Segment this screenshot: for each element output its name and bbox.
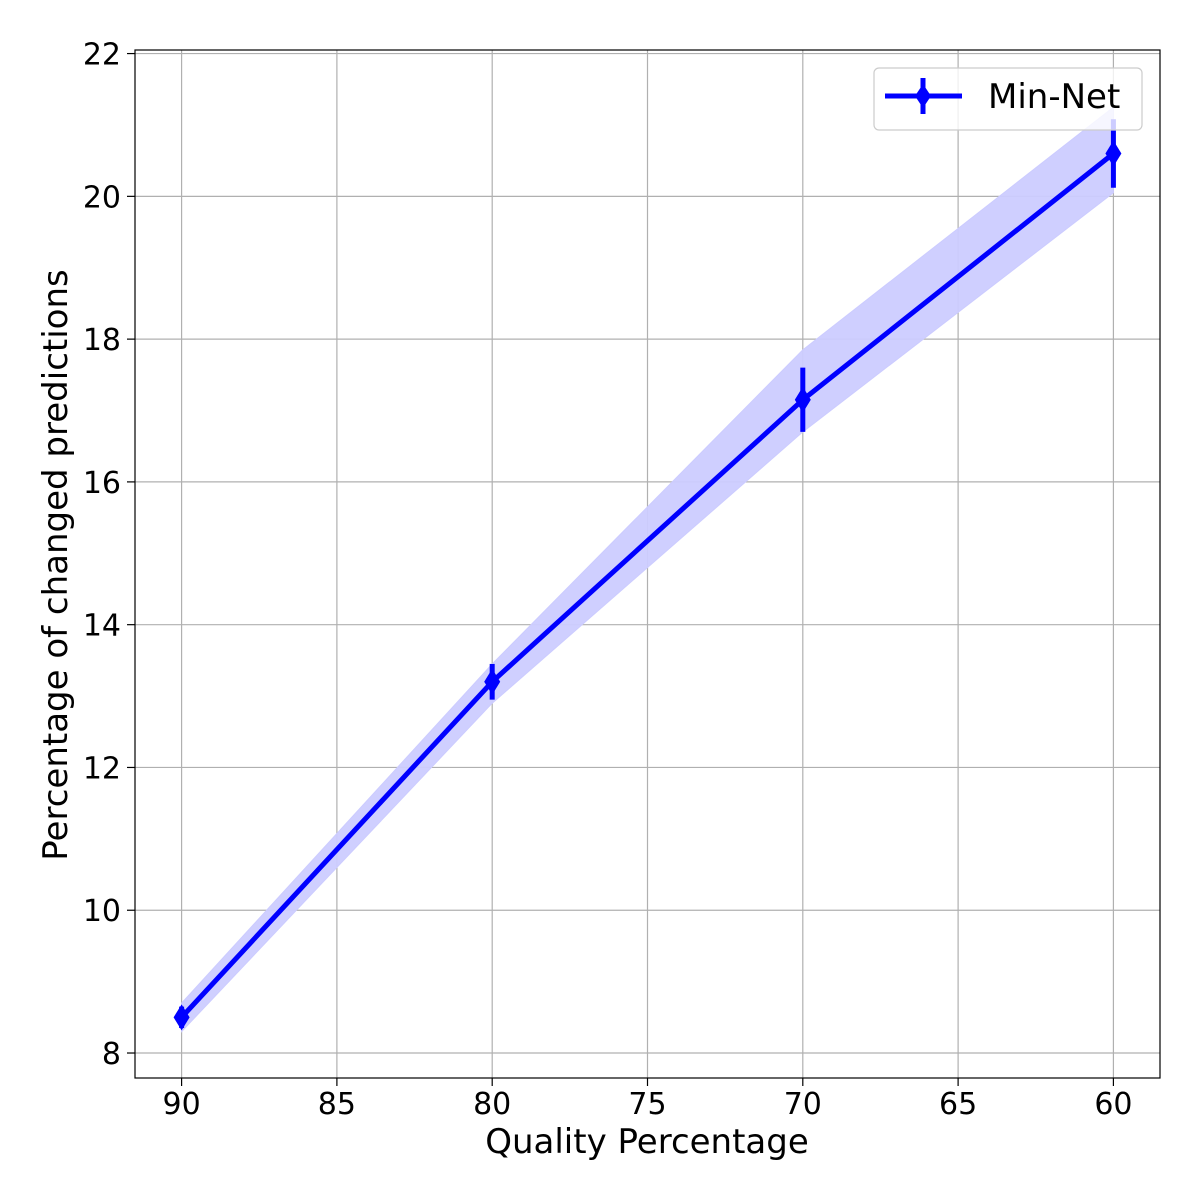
data-point-marker: [173, 1004, 190, 1031]
legend-box: [873, 67, 1143, 131]
y-tick-label: 20: [83, 180, 121, 215]
y-tick-label: 12: [83, 751, 121, 786]
y-tick-label: 8: [102, 1037, 121, 1072]
data-point-marker: [1105, 140, 1122, 167]
legend: Min-Net: [873, 67, 1143, 131]
x-tick-label: 80: [473, 1087, 511, 1122]
x-tick-label: 65: [939, 1087, 977, 1122]
x-tick-label: 60: [1094, 1087, 1132, 1122]
x-axis-label: Quality Percentage: [485, 1122, 809, 1162]
x-tick-label: 90: [162, 1087, 200, 1122]
y-tick-label: 16: [83, 466, 121, 501]
y-axis-ticks: 8 10 12 14 16 18 20 22: [83, 38, 135, 1072]
legend-marker-swatch: [915, 84, 931, 108]
y-tick-label: 18: [83, 323, 121, 358]
data-point-marker: [484, 668, 501, 695]
y-tick-label: 10: [83, 894, 121, 929]
x-tick-label: 75: [628, 1087, 666, 1122]
x-tick-label: 70: [784, 1087, 822, 1122]
legend-label: Min-Net: [988, 77, 1120, 117]
y-tick-label: 14: [83, 609, 121, 644]
data-point-marker: [794, 386, 811, 413]
series-line: [179, 151, 1115, 1020]
x-tick-label: 85: [318, 1087, 356, 1122]
grid-lines: [135, 50, 1160, 1078]
y-tick-label: 22: [83, 38, 121, 73]
x-axis-ticks: 90 85 80 75 70 65 60: [162, 1078, 1133, 1122]
y-axis-label: Percentage of changed predictions: [36, 269, 76, 860]
series-layer: [173, 119, 1122, 1031]
